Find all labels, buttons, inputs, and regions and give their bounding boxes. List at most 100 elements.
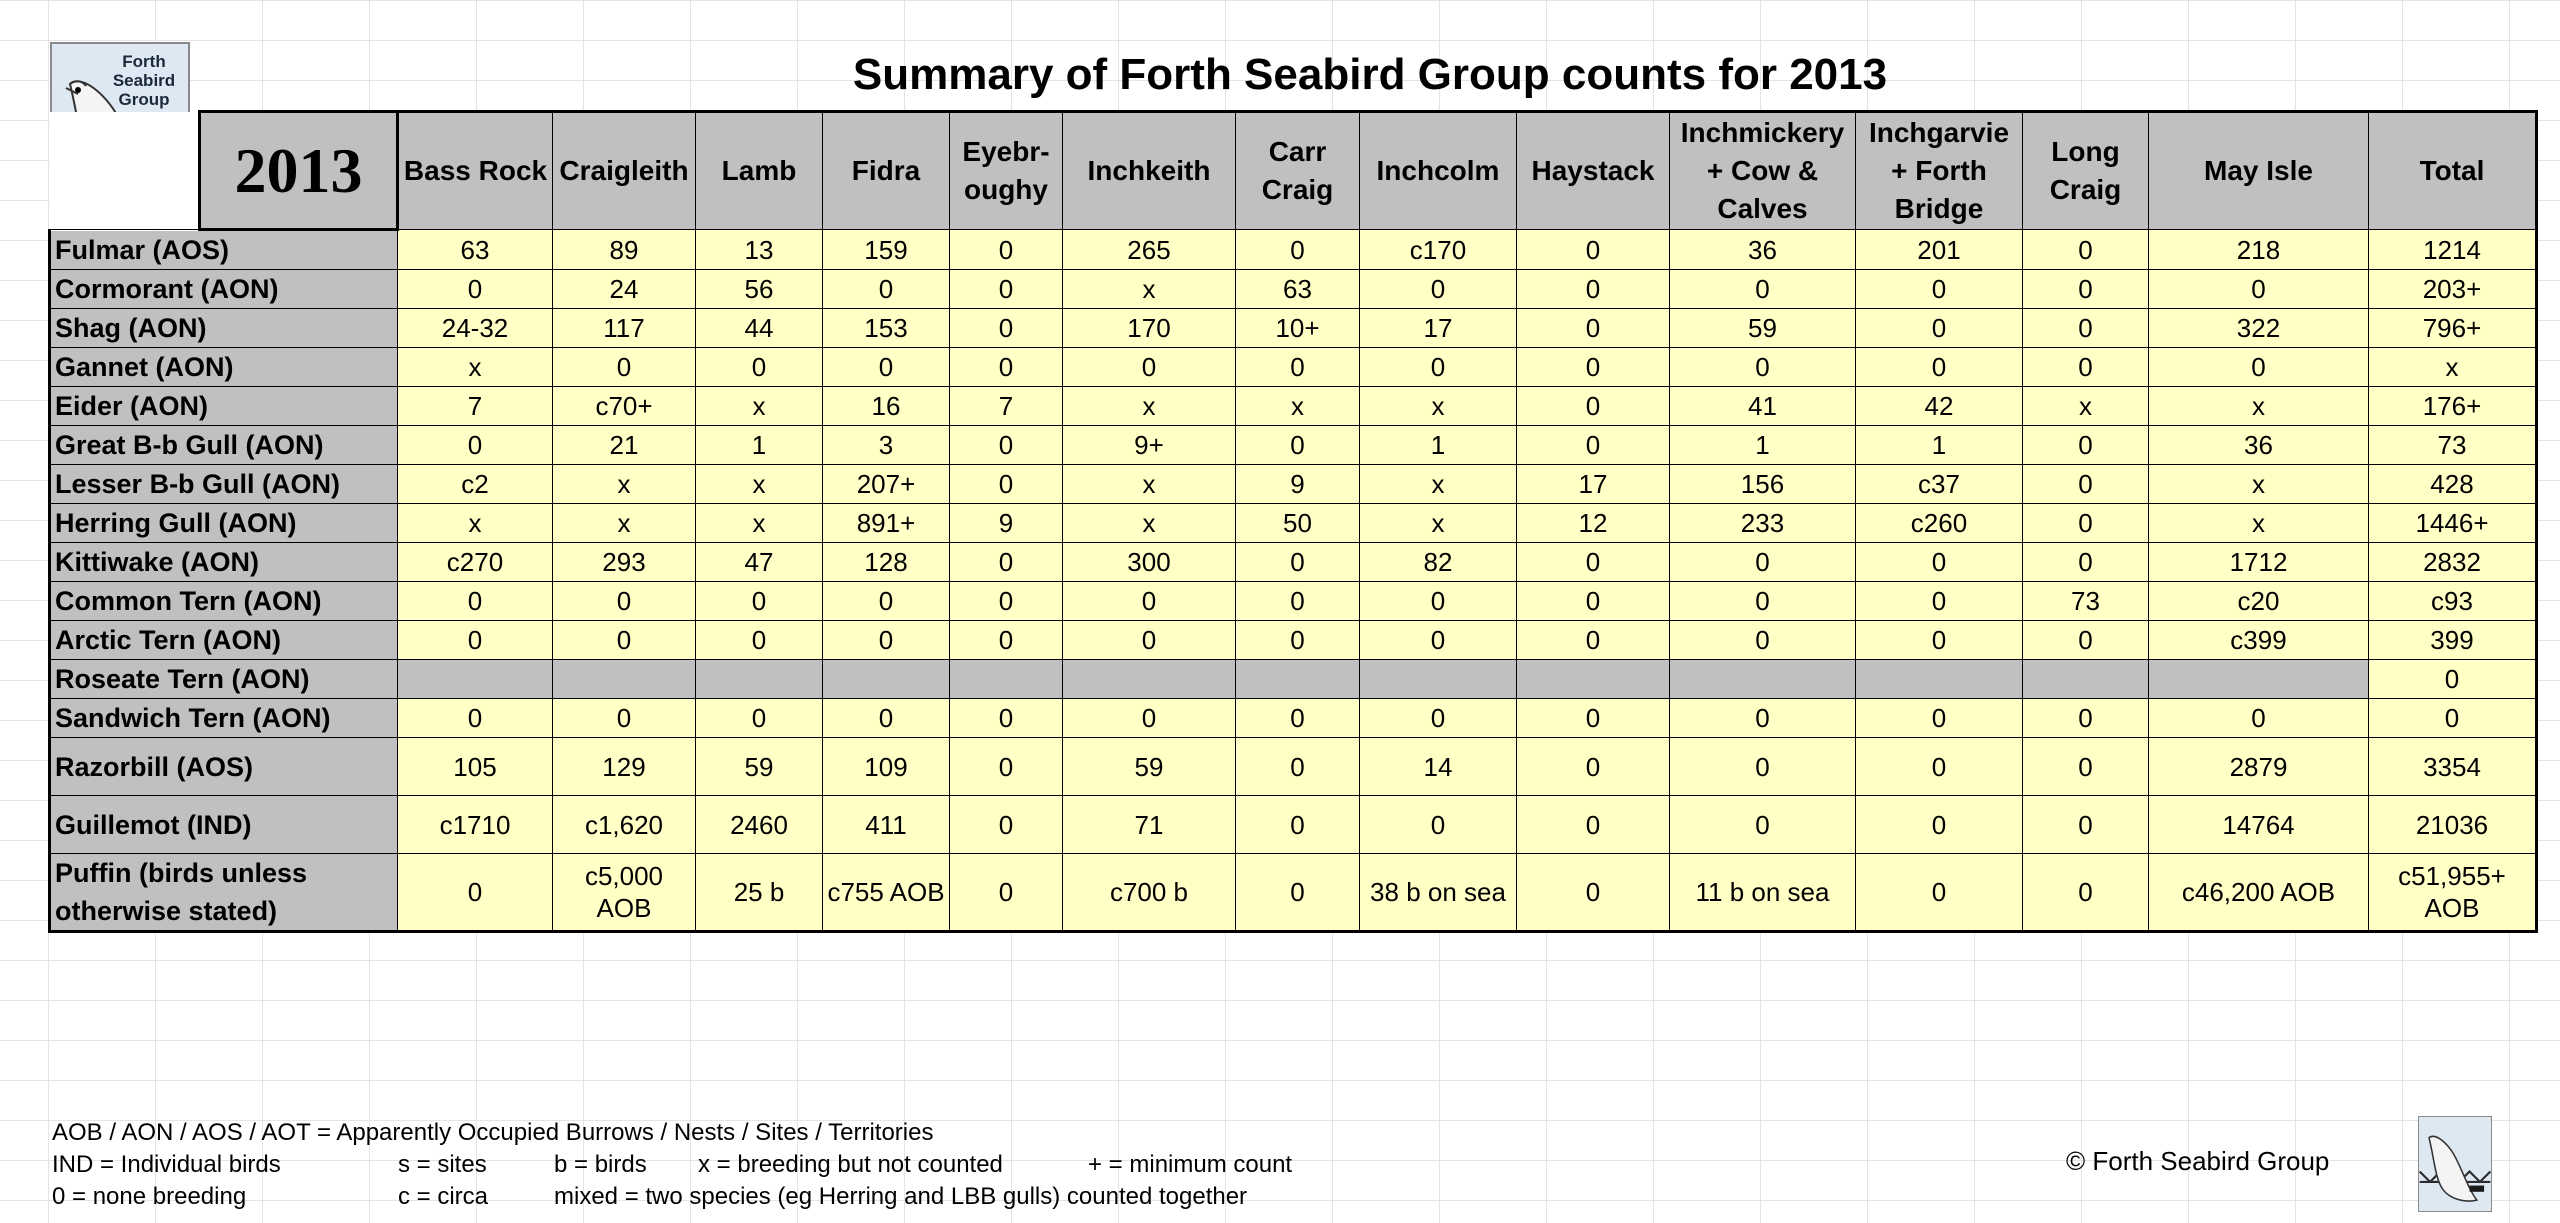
table-cell: 0: [2368, 659, 2538, 699]
table-row: Gannet (AON) x 0 0 0 0 0 0 0 0 0 0 0 0 x: [48, 347, 2538, 387]
table-row: Common Tern (AON) 0 0 0 0 0 0 0 0 0 0 0 73 c20 c93: [48, 581, 2538, 621]
page-title: Summary of Forth Seabird Group counts fo…: [852, 50, 1888, 99]
logo-text-seabird: Seabird: [112, 71, 176, 90]
table-cell: 0: [695, 620, 823, 660]
notes-mixed: mixed = two species (eg Herring and LBB …: [554, 1183, 1248, 1210]
table-cell: c170: [1359, 229, 1517, 270]
table-cell: 16: [822, 386, 950, 426]
table-cell: x: [397, 347, 553, 387]
table-cell: 9+: [1062, 425, 1236, 465]
table-cell: 0: [397, 620, 553, 660]
table-row: Roseate Tern (AON) 0: [48, 659, 2538, 699]
table-cell: 128: [822, 542, 950, 582]
table-cell: 891+: [822, 503, 950, 543]
table-row: Eider (AON) 7 c70+ x 16 7 x x x 0 41 42 x x 176+: [48, 386, 2538, 426]
table-cell: [2022, 659, 2149, 699]
table-cell: 109: [822, 737, 950, 796]
table-cell: 0: [1669, 620, 1856, 660]
table-cell: 0: [397, 425, 553, 465]
logo-text-group: Group: [118, 90, 170, 109]
table-cell: c5,000 AOB: [552, 853, 696, 933]
table-cell: 1712: [2148, 542, 2369, 582]
column-header: Inchcolm: [1359, 110, 1517, 230]
table-cell: 0: [1235, 229, 1360, 270]
table-cell: 1: [1669, 425, 1856, 465]
table-cell: 7: [949, 386, 1063, 426]
table-cell: 0: [949, 853, 1063, 933]
table-cell: 73: [2368, 425, 2538, 465]
table-cell: 21036: [2368, 795, 2538, 854]
column-header: Total: [2368, 110, 2538, 230]
table-cell: 59: [1062, 737, 1236, 796]
table-row: Sandwich Tern (AON) 0 0 0 0 0 0 0 0 0 0 0 0 0 0: [48, 698, 2538, 738]
table-cell: 0: [1235, 425, 1360, 465]
table-cell: 0: [1516, 620, 1670, 660]
table-row: Arctic Tern (AON) 0 0 0 0 0 0 0 0 0 0 0 0 c399 399: [48, 620, 2538, 660]
table-cell: 10+: [1235, 308, 1360, 348]
table-cell: 0: [1855, 698, 2023, 738]
table-cell: c399: [2148, 620, 2369, 660]
table-cell: 0: [2022, 503, 2149, 543]
table-cell: 0: [822, 269, 950, 309]
table-cell: c51,955+ AOB: [2368, 853, 2538, 933]
table-cell: x: [1359, 503, 1517, 543]
column-header: Inchkeith: [1062, 110, 1236, 230]
table-cell: 0: [2022, 795, 2149, 854]
table-cell: 105: [397, 737, 553, 796]
table-cell: 0: [2148, 347, 2369, 387]
table-cell: 0: [2022, 308, 2149, 348]
table-cell: 36: [2148, 425, 2369, 465]
table-cell: [1235, 659, 1360, 699]
species-label: Eider (AON): [48, 386, 398, 426]
column-header: Bass Rock: [397, 110, 553, 230]
table-cell: x: [695, 386, 823, 426]
column-header: Craigleith: [552, 110, 696, 230]
species-label: Great B-b Gull (AON): [48, 425, 398, 465]
table-cell: 0: [1516, 269, 1670, 309]
table-cell: x: [397, 503, 553, 543]
table-cell: 0: [1855, 269, 2023, 309]
table-cell: 293: [552, 542, 696, 582]
table-cell: [1855, 659, 2023, 699]
table-cell: 0: [552, 347, 696, 387]
table-cell: 0: [695, 581, 823, 621]
table-cell: 0: [949, 542, 1063, 582]
table-cell: 0: [1359, 347, 1517, 387]
table-cell: 399: [2368, 620, 2538, 660]
table-cell: 14764: [2148, 795, 2369, 854]
table-cell: 82: [1359, 542, 1517, 582]
table-cell: 50: [1235, 503, 1360, 543]
table-cell: 44: [695, 308, 823, 348]
table-cell: 0: [1516, 795, 1670, 854]
table-cell: x: [2148, 503, 2369, 543]
table-cell: 17: [1516, 464, 1670, 504]
table-cell: 0: [1062, 698, 1236, 738]
table-cell: 0: [397, 853, 553, 933]
table-cell: 0: [1516, 581, 1670, 621]
table-cell: 0: [2022, 229, 2149, 270]
table-cell: 0: [1235, 853, 1360, 933]
table-cell: 203+: [2368, 269, 2538, 309]
table-row: Fulmar (AOS) 63 89 13 159 0 265 0 c170 0 36 201 0 218…: [48, 229, 2538, 270]
table-cell: 0: [1235, 620, 1360, 660]
table-cell: 0: [949, 620, 1063, 660]
table-cell: 11 b on sea: [1669, 853, 1856, 933]
table-cell: 0: [2148, 269, 2369, 309]
column-header: Lamb: [695, 110, 823, 230]
column-header: Fidra: [822, 110, 950, 230]
small-logo-icon: [2418, 1116, 2492, 1212]
table-row: Herring Gull (AON) x x x 891+ 9 x 50 x 12 233 c260 0…: [48, 503, 2538, 543]
table-cell: 156: [1669, 464, 1856, 504]
species-label: Cormorant (AON): [48, 269, 398, 309]
table-cell: 25 b: [695, 853, 823, 933]
table-cell: 0: [397, 581, 553, 621]
seabird-counts-table: 2013 Bass Rock Craigleith Lamb Fidra Eyebr-o…: [48, 110, 2538, 933]
table-cell: x: [2148, 386, 2369, 426]
table-cell: 0: [1669, 347, 1856, 387]
species-label: Kittiwake (AON): [48, 542, 398, 582]
table-cell: 13: [695, 229, 823, 270]
table-row: Shag (AON) 24-32 117 44 153 0 170 10+ 17 0 59 0 0 322…: [48, 308, 2538, 348]
species-label: Arctic Tern (AON): [48, 620, 398, 660]
table-cell: 176+: [2368, 386, 2538, 426]
table-cell: x: [1062, 464, 1236, 504]
